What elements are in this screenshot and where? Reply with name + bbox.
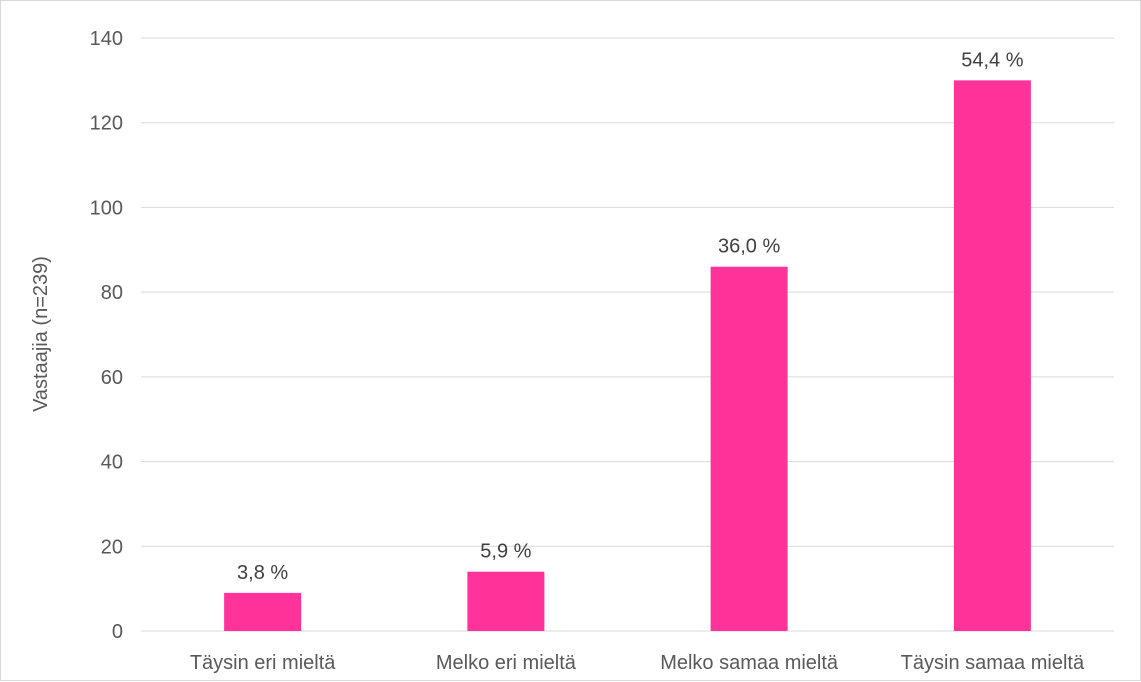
y-tick-label-140: 140 (90, 28, 123, 50)
y-axis-ticks: 0 20 40 60 80 100 120 140 (90, 28, 123, 643)
data-labels: 3,8 % 5,9 % 36,0 % 54,4 % (237, 49, 1024, 584)
y-tick-label-0: 0 (112, 621, 123, 643)
bar-1 (224, 592, 302, 631)
bar-4 (953, 80, 1031, 632)
bar-3 (710, 266, 788, 631)
x-tick-label-2: Melko eri mieltä (436, 652, 577, 674)
y-axis-title: Vastaajia (n=239) (30, 256, 52, 412)
y-tick-label-40: 40 (101, 452, 123, 474)
data-label-4: 54,4 % (961, 49, 1023, 71)
y-tick-label-120: 120 (90, 113, 123, 135)
bars (224, 80, 1031, 632)
y-tick-label-60: 60 (101, 367, 123, 389)
x-tick-label-1: Täysin eri mieltä (190, 652, 336, 674)
gridlines (141, 37, 1114, 632)
y-tick-label-100: 100 (90, 197, 123, 219)
y-tick-label-80: 80 (101, 282, 123, 304)
data-label-3: 36,0 % (718, 236, 780, 258)
x-tick-label-4: Täysin samaa mieltä (901, 652, 1085, 674)
x-axis-ticks: Täysin eri mieltä Melko eri mieltä Melko s… (190, 652, 1085, 674)
data-label-2: 5,9 % (480, 541, 531, 563)
data-label-1: 3,8 % (237, 562, 288, 584)
bar-2 (467, 571, 545, 631)
x-tick-label-3: Melko samaa mieltä (660, 652, 839, 674)
y-tick-label-20: 20 (101, 536, 123, 558)
